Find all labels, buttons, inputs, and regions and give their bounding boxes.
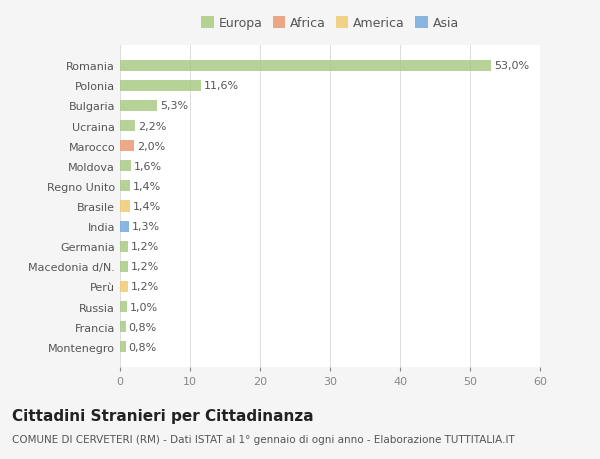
Text: 1,4%: 1,4%	[133, 181, 161, 191]
Text: 1,2%: 1,2%	[131, 242, 160, 252]
Bar	[120, 201, 130, 212]
Text: COMUNE DI CERVETERI (RM) - Dati ISTAT al 1° gennaio di ogni anno - Elaborazione : COMUNE DI CERVETERI (RM) - Dati ISTAT al…	[12, 434, 515, 444]
Text: 5,3%: 5,3%	[160, 101, 188, 111]
Text: Cittadini Stranieri per Cittadinanza: Cittadini Stranieri per Cittadinanza	[12, 409, 314, 424]
Text: 2,0%: 2,0%	[137, 141, 165, 151]
Bar	[120, 241, 128, 252]
Bar	[120, 261, 128, 272]
Text: 1,2%: 1,2%	[131, 282, 160, 292]
Text: 53,0%: 53,0%	[494, 61, 529, 71]
Bar	[120, 181, 130, 192]
Bar	[120, 101, 157, 112]
Bar	[120, 121, 136, 132]
Text: 1,0%: 1,0%	[130, 302, 158, 312]
Bar	[120, 302, 127, 313]
Legend: Europa, Africa, America, Asia: Europa, Africa, America, Asia	[197, 14, 463, 34]
Text: 1,3%: 1,3%	[132, 222, 160, 232]
Bar	[120, 81, 201, 92]
Text: 0,8%: 0,8%	[128, 342, 157, 352]
Text: 1,6%: 1,6%	[134, 162, 162, 171]
Bar	[120, 221, 129, 232]
Text: 1,4%: 1,4%	[133, 202, 161, 212]
Text: 1,2%: 1,2%	[131, 262, 160, 272]
Bar	[120, 141, 134, 152]
Bar	[120, 321, 125, 332]
Bar	[120, 161, 131, 172]
Text: 0,8%: 0,8%	[128, 322, 157, 332]
Bar	[120, 341, 125, 353]
Text: 11,6%: 11,6%	[204, 81, 239, 91]
Bar	[120, 61, 491, 72]
Text: 2,2%: 2,2%	[138, 121, 167, 131]
Bar	[120, 281, 128, 292]
